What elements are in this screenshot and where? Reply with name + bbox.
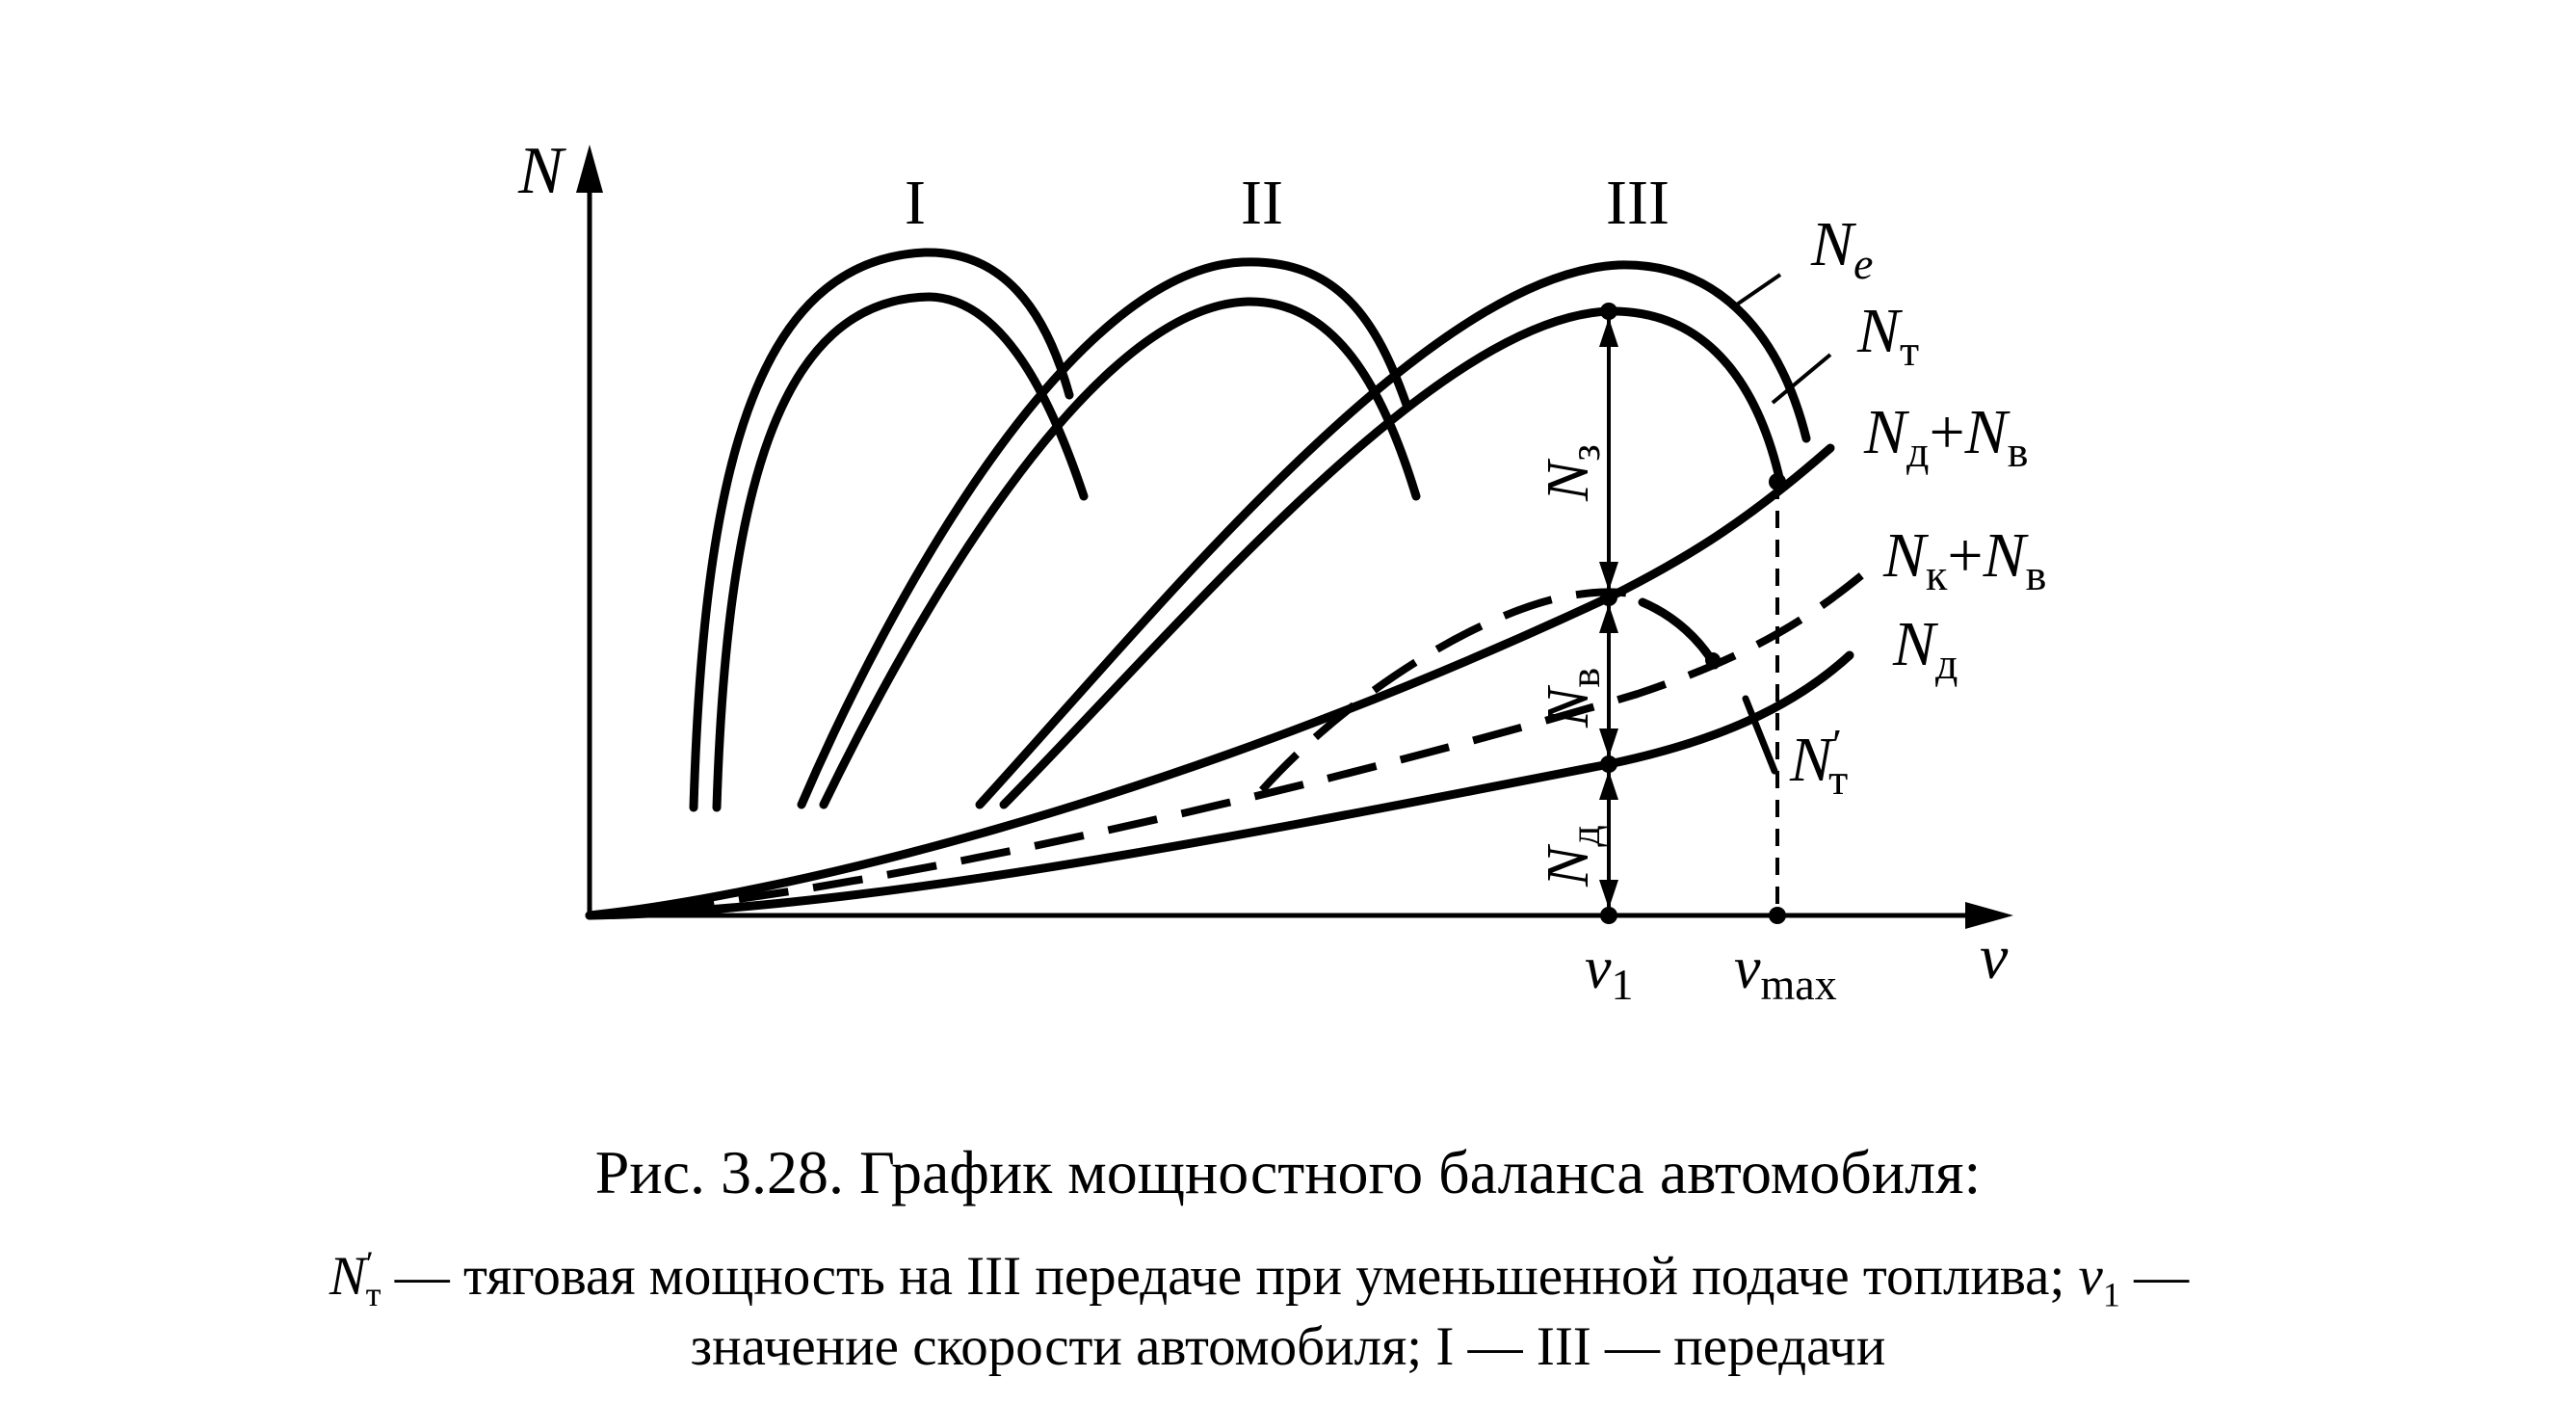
caption-nt-sub: т (365, 1275, 381, 1314)
nd-arrow-top (1599, 771, 1618, 800)
curve-label-nt-prime: N′ т (1789, 720, 1848, 804)
ne-leader (1732, 273, 1782, 308)
nt-prime-point (1705, 652, 1721, 668)
caption-title: Рис. 3.28. График мощностного баланса ав… (594, 1138, 1982, 1206)
segment-label-nz: Nз (1536, 444, 1609, 502)
vmax-point-axis (1769, 907, 1786, 924)
nz-arrow-top (1599, 318, 1618, 347)
y-axis-arrow (576, 145, 603, 193)
leader-lines (1732, 273, 1832, 775)
gear-3-curves (975, 260, 1811, 809)
segment-label-nv: Nв (1536, 668, 1609, 728)
curve-label-nt: Nт (1856, 296, 1919, 375)
nt-leader (1771, 353, 1832, 405)
caption-v1-symbol: v (2078, 1246, 2103, 1307)
nv-arrow-bottom (1599, 728, 1618, 757)
gear-3-ne-curve (975, 260, 1811, 809)
nd-curve (585, 650, 1854, 920)
nd-arrow-bottom (1599, 880, 1618, 909)
nz-arrow-bottom (1599, 562, 1618, 591)
gear-label-1: I (905, 168, 926, 238)
curve-label-ne: Ne (1810, 209, 1873, 288)
caption-nt-prime: ′ (365, 1244, 374, 1283)
gear-labels: I II III (905, 168, 1669, 238)
v1-point-ndnv (1600, 589, 1617, 606)
gear-1-nt-curve (712, 292, 1089, 812)
caption-v1-sub: 1 (2102, 1275, 2120, 1314)
curve-label-nk-nv: Nк+Nв (1882, 520, 2046, 599)
curve-label-nd: Nд (1892, 609, 1958, 688)
gear-3-nt-curve (999, 306, 1785, 809)
x-mark-vmax: vmax (1734, 936, 1837, 1009)
caption-line-1: N′т — тяговая мощность на III передаче п… (0, 1243, 2547, 1314)
v1-point-nd (1600, 755, 1617, 773)
nt-prime-leader (1742, 695, 1778, 775)
nv-arrow-top (1599, 604, 1618, 633)
x-axis-marks: v1 vmax (1585, 936, 1837, 1009)
segment-label-nd: Nд (1536, 825, 1609, 887)
v1-dimensions (1599, 303, 1721, 924)
y-axis-label: N (517, 134, 566, 208)
axes: N v (517, 134, 2013, 993)
caption-nt-symbol: N (329, 1246, 366, 1307)
gear-label-2: II (1241, 168, 1283, 238)
x-mark-v1: v1 (1585, 936, 1634, 1009)
gear-label-3: III (1606, 168, 1669, 238)
x-axis-arrow (1965, 902, 2013, 929)
x-axis-label: v (1980, 922, 2009, 993)
v1-point-axis (1600, 907, 1617, 924)
resistance-curves (585, 443, 1867, 920)
nt-prime-curve-tail (1638, 597, 1720, 670)
curve-labels: Ne Nт Nд+Nв Nк+Nв Nд N′ т (1789, 209, 2046, 804)
caption-line-1-text: — тяговая мощность на III передаче при у… (381, 1246, 2079, 1307)
caption-line-2: значение скорости автомобиля; I — III — … (690, 1316, 1886, 1377)
gear-1-ne-curve (689, 248, 1074, 812)
curve-label-nd-nv: Nд+Nв (1863, 397, 2028, 476)
vmax-point-top (1769, 473, 1786, 490)
nd-nv-curve (585, 443, 1835, 920)
caption-line-1-dash: — (2119, 1246, 2190, 1307)
segment-labels: Nз Nв Nд (1536, 444, 1609, 887)
vmax-marker (1769, 473, 1786, 924)
gear-2-ne-curve (797, 257, 1411, 809)
gear-1-curves (689, 248, 1089, 812)
v1-point-nt (1600, 303, 1617, 320)
gear-2-curves (797, 257, 1421, 809)
gear-2-nt-curve (819, 297, 1421, 809)
